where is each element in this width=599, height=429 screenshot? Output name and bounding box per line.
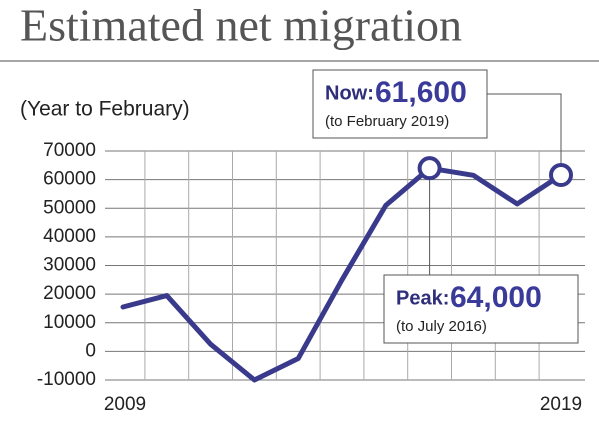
y-tick-label: 10000 [43,312,96,333]
y-tick-label: 0 [85,340,96,361]
annotation-note: (to February 2019) [325,113,449,130]
highlight-marker [549,163,573,188]
annotation-label: Peak: [396,287,449,309]
y-tick-label: 60000 [43,169,96,190]
x-tick-label: 2019 [540,394,582,415]
y-tick-label: 40000 [43,226,96,247]
annotation-note: (to July 2016) [396,318,487,335]
subtitle: (Year to February) [20,98,190,121]
y-tick-label: 30000 [43,255,96,276]
connector [487,93,562,176]
y-tick-label: 70000 [43,140,96,161]
annotation-figure: 64,000 [450,281,542,314]
x-tick-label: 2009 [104,394,146,415]
data-line [120,165,564,383]
y-tick-label: 50000 [43,197,96,218]
y-tick-label: -10000 [37,369,96,390]
annotation-box [312,69,488,139]
highlight-marker [417,156,442,181]
chart-title: Estimated net migration [20,0,462,51]
annotation-figure: 61,600 [375,76,467,109]
annotation-box [383,274,579,344]
y-tick-label: 20000 [43,283,96,304]
annotation-label: Now: [325,82,374,104]
